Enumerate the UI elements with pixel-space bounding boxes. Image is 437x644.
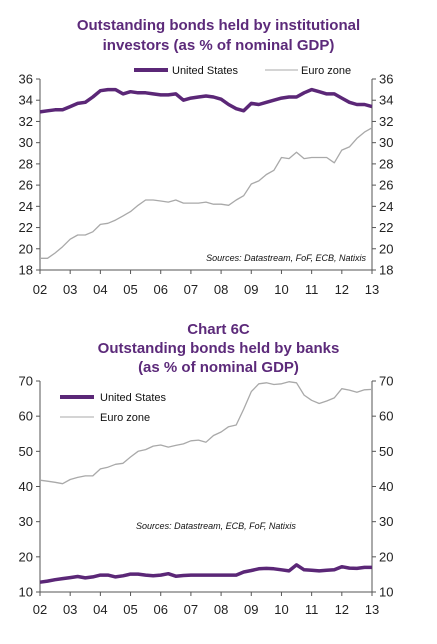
x-tick-label: 07 [184,602,198,617]
chart-1: 18 18 20 20 22 22 24 24 26 26 28 28 30 30 32 32 34 34 36 36… [19,65,394,297]
chart2-title-line1: Outstanding bonds held by banks [97,340,340,357]
y-tick-label-left: 30 [19,135,33,150]
y-tick-label-left: 40 [19,479,33,494]
chart2-label: Chart 6C [187,321,250,338]
x-tick-label: 07 [184,282,198,297]
series-line-euro-zone [40,127,373,259]
y-tick-label-right: 34 [379,93,393,108]
x-tick-label: 05 [123,282,137,297]
y-tick-label-right: 24 [379,199,393,214]
x-tick-label: 12 [335,602,349,617]
x-tick-label: 02 [33,282,47,297]
x-tick-label: 13 [365,602,379,617]
y-tick-label-right: 30 [379,514,393,529]
y-tick-label-right: 40 [379,479,393,494]
x-tick-label: 08 [214,602,228,617]
y-tick-label-left: 50 [19,444,33,459]
y-tick-label-left: 22 [19,220,33,235]
legend-label-euro-zone: Euro zone [301,65,351,77]
legend-label-united-states: United States [172,65,239,77]
source-note: Sources: Datastream, ECB, FoF, Natixis [136,521,296,531]
y-tick-label-right: 60 [379,409,393,424]
y-tick-label-right: 22 [379,220,393,235]
y-tick-label-left: 20 [19,549,33,564]
legend-label-euro-zone: Euro zone [100,412,150,424]
y-tick-label-right: 30 [379,135,393,150]
x-tick-label: 02 [33,602,47,617]
series-line-euro-zone [39,381,373,485]
y-tick-label-left: 70 [19,374,33,389]
chart1-title-line2: investors (as % of nominal GDP) [102,37,335,54]
x-tick-label: 08 [214,282,228,297]
x-tick-label: 05 [123,602,137,617]
chart-2: 10 10 20 20 30 30 40 40 50 50 60 60 70 70 02 03 04 05 06 07… [19,374,394,618]
y-tick-label-left: 36 [19,72,33,87]
y-tick-label-left: 60 [19,409,33,424]
y-tick-label-right: 50 [379,444,393,459]
series-line-united-states [39,87,373,114]
y-tick-label-right: 10 [379,585,393,600]
chart1-title-line1: Outstanding bonds held by institutional [76,17,361,34]
x-tick-label: 11 [305,282,319,297]
x-tick-label: 03 [63,282,77,297]
chart2-title-line2: (as % of nominal GDP) [138,359,299,376]
x-tick-label: 10 [274,282,288,297]
source-note: Sources: Datastream, FoF, ECB, Natixis [206,253,366,263]
y-tick-label-left: 18 [19,263,33,278]
y-tick-label-right: 32 [379,114,393,129]
legend-label-united-states: United States [100,392,167,404]
y-tick-label-left: 20 [19,241,33,256]
y-tick-label-right: 28 [379,156,393,171]
x-tick-label: 06 [153,602,167,617]
x-tick-label: 06 [153,282,167,297]
y-tick-label-left: 32 [19,114,33,129]
y-tick-label-right: 18 [379,263,393,278]
y-tick-label-right: 26 [379,178,393,193]
y-tick-label-left: 26 [19,178,33,193]
x-tick-label: 13 [365,282,379,297]
y-tick-label-right: 70 [379,374,393,389]
x-tick-label: 03 [63,602,77,617]
series-line-united-states [39,563,372,584]
x-tick-label: 04 [93,602,107,617]
x-tick-label: 09 [244,602,258,617]
x-tick-label: 12 [335,282,349,297]
y-tick-label-left: 34 [19,93,33,108]
y-tick-label-left: 10 [19,585,33,600]
y-tick-label-right: 36 [379,72,393,87]
y-tick-label-left: 24 [19,199,33,214]
y-tick-label-right: 20 [379,241,393,256]
y-tick-label-left: 28 [19,156,33,171]
y-tick-label-right: 20 [379,549,393,564]
x-tick-label: 11 [305,602,319,617]
x-tick-label: 04 [93,282,107,297]
x-tick-label: 09 [244,282,258,297]
x-tick-label: 10 [274,602,288,617]
y-tick-label-left: 30 [19,514,33,529]
